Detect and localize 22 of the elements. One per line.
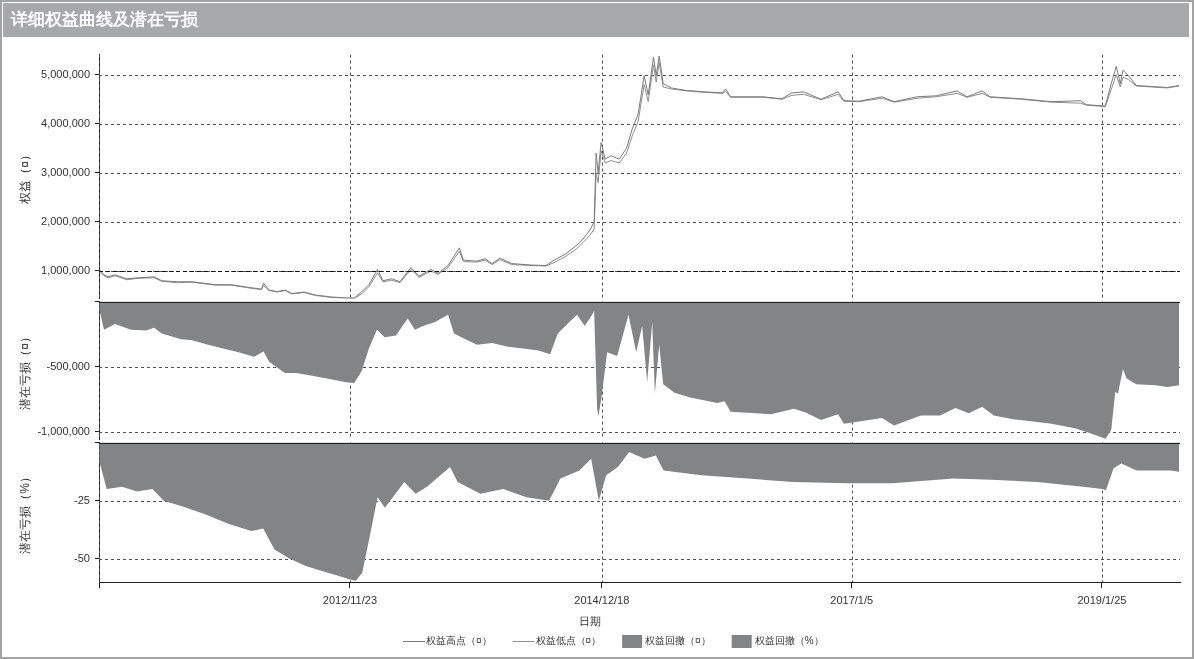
legend-label: 权益高点（¤）: [425, 634, 492, 646]
y-tick-label: 3,000,000: [41, 165, 90, 178]
x-tick-label: 2012/11/23: [322, 593, 378, 606]
y-tick-label: -1,000,000: [37, 424, 90, 437]
y-tick-label: -500,000: [46, 359, 90, 372]
y-axis-title: 潜在亏损（%）: [17, 470, 32, 554]
chart-title: 详细权益曲线及潜在亏损: [11, 10, 198, 30]
x-tick-label: 2014/12/18: [574, 593, 630, 606]
y-tick-label: -25: [74, 493, 90, 506]
legend-label: 权益回撤（¤）: [644, 634, 711, 646]
y-tick-label: 1,000,000: [41, 263, 90, 276]
y-tick-label: 4,000,000: [41, 116, 90, 129]
y-axis-title: 潜在亏损（¤）: [17, 331, 32, 410]
x-tick-label: 2017/1/5: [830, 593, 874, 606]
x-tick-label: 2019/1/25: [1077, 593, 1127, 606]
y-tick-label: -50: [74, 551, 90, 564]
legend-label: 权益回撤（%）: [753, 634, 824, 646]
y-tick-label: 5,000,000: [41, 67, 90, 80]
y-axis-title: 权益（¤）: [17, 149, 32, 205]
y-tick-label: 2,000,000: [41, 214, 90, 227]
legend-label: 权益低点（¤）: [534, 634, 602, 646]
x-axis-title: 日期: [579, 615, 601, 628]
